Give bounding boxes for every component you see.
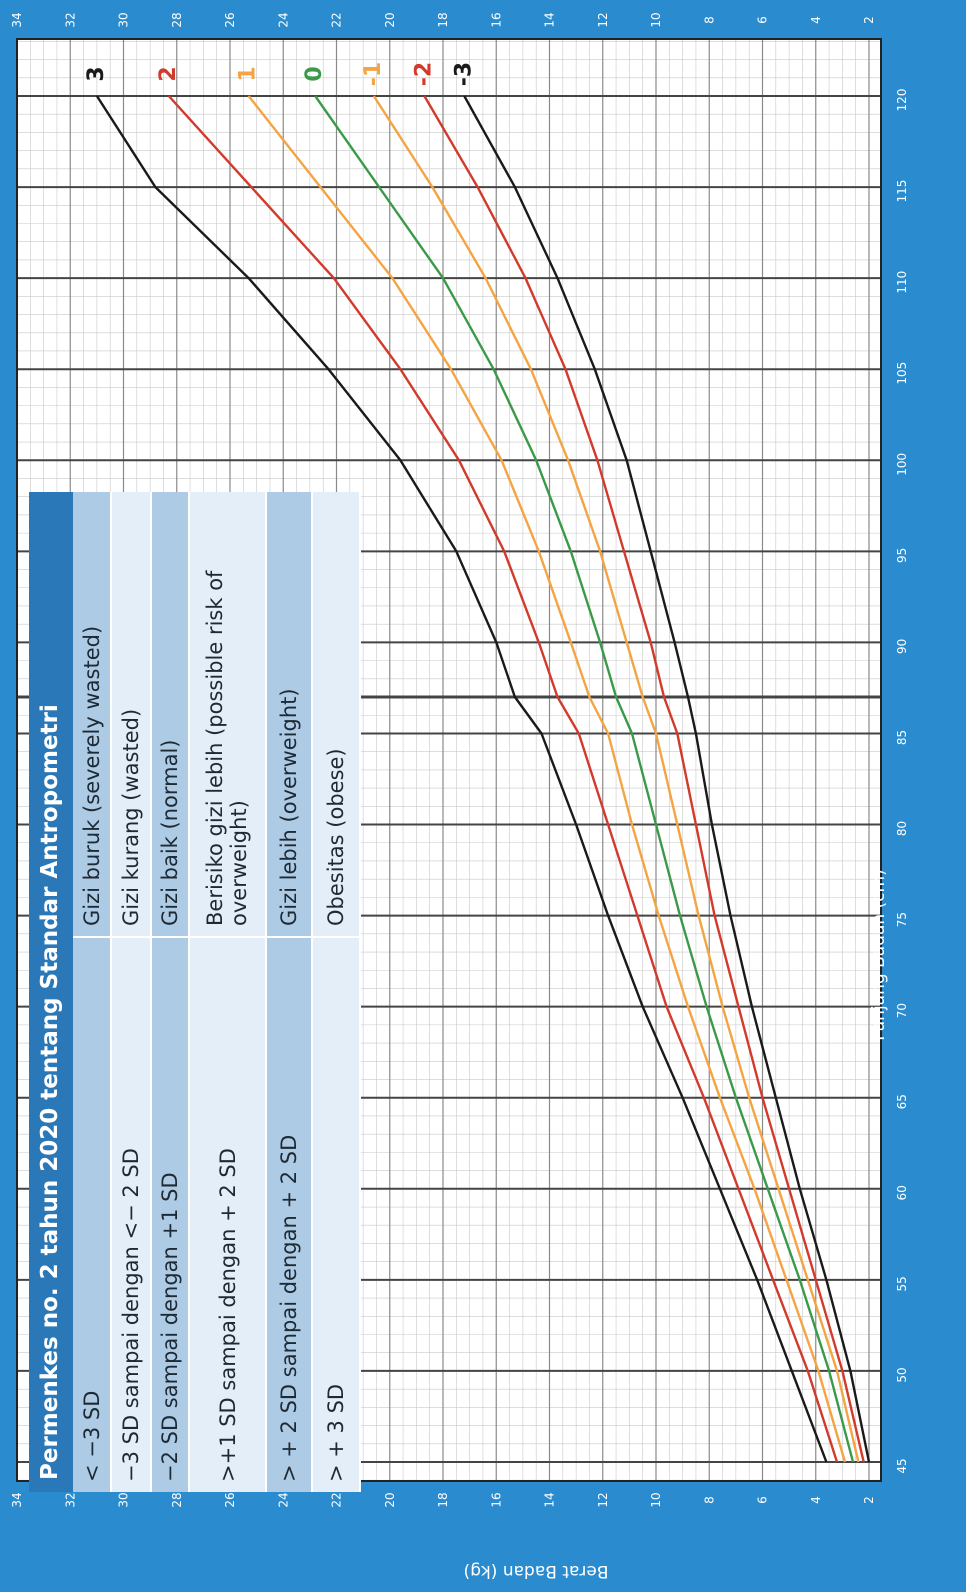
sd-curve-label: -2 [411,62,436,86]
y-tick-label: 6 [756,1496,770,1504]
x-tick-label: 100 [895,453,909,476]
y-tick-label-top: 2 [862,16,876,24]
x-tick-label: 110 [895,271,909,294]
table-cell-sd: −3 SD sampai dengan <− 2 SD [112,936,152,1492]
x-tick-label: 95 [895,548,909,563]
sd-curve [372,95,860,1463]
y-tick-label: 30 [117,1492,131,1507]
y-tick-label: 8 [702,1496,716,1504]
table-title: Permenkes no. 2 tahun 2020 tentang Stand… [29,492,73,1492]
table-row: >+1 SD sampai dengan + 2 SD Berisiko giz… [190,492,267,1492]
x-tick-label: 55 [895,1276,909,1291]
table-cell-sd: >+1 SD sampai dengan + 2 SD [190,936,267,1492]
table-row: > + 2 SD sampai dengan + 2 SD Gizi lebih… [267,492,313,1492]
table-cell-category: Gizi lebih (overweight) [267,492,313,936]
y-tick-label: 32 [63,1492,77,1507]
y-tick-label-top: 6 [756,16,770,24]
table-cell-category: Gizi kurang (wasted) [112,492,152,936]
table-row: < −3 SD Gizi buruk (severely wasted) [73,492,112,1492]
table-cell-sd: > + 2 SD sampai dengan + 2 SD [267,936,313,1492]
y-tick-label: 16 [489,1492,503,1507]
x-tick-label: 60 [895,1185,909,1200]
x-tick-label: 45 [895,1458,909,1473]
plot-border [16,38,882,1482]
y-tick-label: 10 [649,1492,663,1507]
y-tick-label-top: 14 [543,12,557,27]
table-cell-category: Gizi buruk (severely wasted) [73,492,112,936]
y-tick-label: 22 [330,1492,344,1507]
tick-labels: 4550556065707580859095100105110115120224… [10,12,909,1507]
sd-curve [423,95,865,1463]
y-tick-label-top: 30 [117,12,131,27]
y-tick-label-top: 18 [436,12,450,27]
y-tick-label: 26 [223,1492,237,1507]
x-tick-label: 90 [895,639,909,654]
y-tick-label-top: 24 [276,12,290,27]
x-tick-label: 120 [895,89,909,112]
sd-curve [463,95,871,1463]
y-tick-label: 34 [10,1492,24,1507]
y-tick-label: 18 [436,1492,450,1507]
y-tick-label-top: 20 [383,12,397,27]
y-tick-label: 24 [276,1492,290,1507]
x-tick-label: 105 [895,362,909,385]
y-tick-label-top: 28 [170,12,184,27]
y-tick-label-top: 34 [10,12,24,27]
sd-curve [167,95,839,1463]
x-tick-label: 115 [895,180,909,203]
table-row: −2 SD sampai dengan +1 SD Gizi baik (nor… [152,492,190,1492]
table-cell-sd: < −3 SD [73,936,112,1492]
x-tick-label: 50 [895,1367,909,1382]
y-tick-label-top: 32 [63,12,77,27]
table-row: −3 SD sampai dengan <− 2 SD Gizi kurang … [112,492,152,1492]
sd-curve-label: -1 [361,62,386,86]
table-cell-category: Obesitas (obese) [313,492,361,936]
y-axis-label: Berat Badan (kg) [463,1561,609,1581]
sd-curve [247,95,847,1463]
x-axis-label: Panjang Badan (cm) [869,869,889,1041]
sd-curve-label: 2 [156,66,181,81]
y-tick-label-top: 10 [649,12,663,27]
sd-curve [95,95,828,1463]
sd-curve-label: 3 [84,66,109,81]
y-tick-label-top: 8 [702,16,716,24]
table-cell-category: Gizi baik (normal) [152,492,190,936]
sd-curve-label: 0 [302,66,327,81]
table-cell-category: Berisiko gizi lebih (possible risk of ov… [190,492,267,936]
x-tick-label: 65 [895,1094,909,1109]
sd-curve-labels: 3 2 1 0 -1 -2 -3 [84,62,476,86]
table-row: > + 3 SD Obesitas (obese) [313,492,361,1492]
classification-table: Permenkes no. 2 tahun 2020 tentang Stand… [29,492,361,1492]
y-tick-label-top: 4 [809,16,823,24]
x-tick-label: 80 [895,821,909,836]
y-tick-label: 28 [170,1492,184,1507]
x-tick-label: 75 [895,912,909,927]
sd-curve-label: 1 [236,66,261,81]
sd-curves [95,95,871,1463]
x-tick-label: 70 [895,1003,909,1018]
y-tick-label: 14 [543,1492,557,1507]
table-cell-sd: −2 SD sampai dengan +1 SD [152,936,190,1492]
x-tick-label: 85 [895,730,909,745]
table-cell-sd: > + 3 SD [313,936,361,1492]
y-tick-label-top: 12 [596,12,610,27]
y-tick-label: 20 [383,1492,397,1507]
y-tick-label-top: 26 [223,12,237,27]
sd-curve-label: -3 [451,62,476,86]
y-tick-label: 12 [596,1492,610,1507]
y-tick-label-top: 22 [330,12,344,27]
y-tick-label-top: 16 [489,12,503,27]
y-tick-label: 4 [809,1496,823,1504]
y-tick-label: 2 [862,1496,876,1504]
sd-curve [314,95,855,1463]
